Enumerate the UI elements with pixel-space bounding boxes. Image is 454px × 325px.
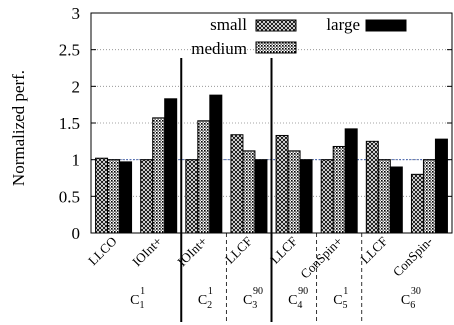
- legend-swatch-small: [255, 19, 297, 32]
- bar-medium-0: [107, 159, 121, 234]
- y-tick-label: 2: [72, 77, 81, 96]
- group-label-base: C: [288, 293, 297, 308]
- y-tick-label: 1: [72, 151, 81, 170]
- bar-small-0: [95, 157, 109, 234]
- x-category-label: LLCF: [222, 234, 255, 267]
- x-category-label: LLCO: [85, 234, 120, 269]
- group-label-base: C: [401, 293, 410, 308]
- x-category-label: IOInt+: [174, 234, 210, 270]
- bar-medium-5: [332, 145, 346, 234]
- group-label-base: C: [130, 293, 139, 308]
- y-tick-label: 1.5: [59, 114, 80, 133]
- y-tick-label: 3: [72, 4, 81, 23]
- bars: [95, 94, 448, 234]
- bar-large-6: [389, 166, 403, 234]
- group-label-base: C: [243, 293, 252, 308]
- bar-small-1: [140, 159, 154, 234]
- bar-small-3: [230, 134, 244, 234]
- bar-medium-4: [287, 150, 301, 234]
- bar-large-1: [164, 98, 178, 234]
- legend-label-large: large: [326, 15, 360, 34]
- group-label-sub: 2: [207, 300, 212, 311]
- x-category-label: IOInt+: [129, 234, 165, 270]
- group-label-sup: 1: [343, 286, 348, 297]
- bar-small-2: [185, 159, 199, 234]
- group-label-sup: 30: [411, 286, 421, 297]
- bar-small-4: [275, 134, 289, 234]
- group-label: C4: [288, 293, 302, 311]
- group-label-sub: 5: [343, 300, 348, 311]
- y-axis-label: Normalized perf.: [9, 70, 28, 186]
- group-label-sub: 6: [410, 300, 415, 311]
- bar-large-2: [209, 94, 223, 234]
- group-label: C5: [333, 293, 347, 311]
- bar-large-5: [344, 128, 358, 234]
- bar-medium-1: [152, 117, 166, 234]
- x-category-label: LLCF: [357, 234, 390, 267]
- bar-medium-2: [197, 120, 211, 234]
- y-tick-label: 0: [72, 224, 81, 243]
- x-category-label: ConSpin-: [390, 234, 436, 280]
- y-ticks: 0 0.5 1 1.5 2 2.5 3: [59, 4, 452, 243]
- x-category-label: ConSpin+: [297, 234, 345, 282]
- group-label-base: C: [198, 293, 207, 308]
- group-label: C6: [401, 293, 415, 311]
- y-tick-label: 2.5: [59, 41, 80, 60]
- group-label-sup: 1: [208, 286, 213, 297]
- y-tick-label: 0.5: [59, 187, 80, 206]
- bar-small-7: [410, 173, 424, 234]
- bar-medium-6: [377, 159, 391, 234]
- legend-swatch-medium: [255, 41, 297, 54]
- bar-small-5: [320, 159, 334, 234]
- group-label-sup: 90: [298, 286, 308, 297]
- legend: small medium large: [191, 15, 407, 58]
- group-label-sub: 4: [297, 300, 302, 311]
- group-label-base: C: [333, 293, 342, 308]
- legend-swatch-large: [365, 19, 407, 32]
- group-label-sub: 1: [139, 300, 144, 311]
- bar-large-4: [299, 159, 313, 234]
- legend-label-small: small: [210, 15, 247, 34]
- bar-large-0: [119, 161, 133, 234]
- legend-label-medium: medium: [191, 39, 247, 58]
- bar-medium-3: [242, 150, 256, 234]
- group-label: C2: [198, 293, 212, 311]
- bar-medium-7: [422, 159, 436, 234]
- group-label: C3: [243, 293, 257, 311]
- group-label-sub: 3: [252, 300, 257, 311]
- group-label: C1: [130, 293, 144, 311]
- bar-large-7: [434, 138, 448, 234]
- bar-large-3: [254, 159, 268, 234]
- bar-small-6: [365, 140, 379, 234]
- group-label-sup: 1: [140, 286, 145, 297]
- group-label-sup: 90: [253, 286, 263, 297]
